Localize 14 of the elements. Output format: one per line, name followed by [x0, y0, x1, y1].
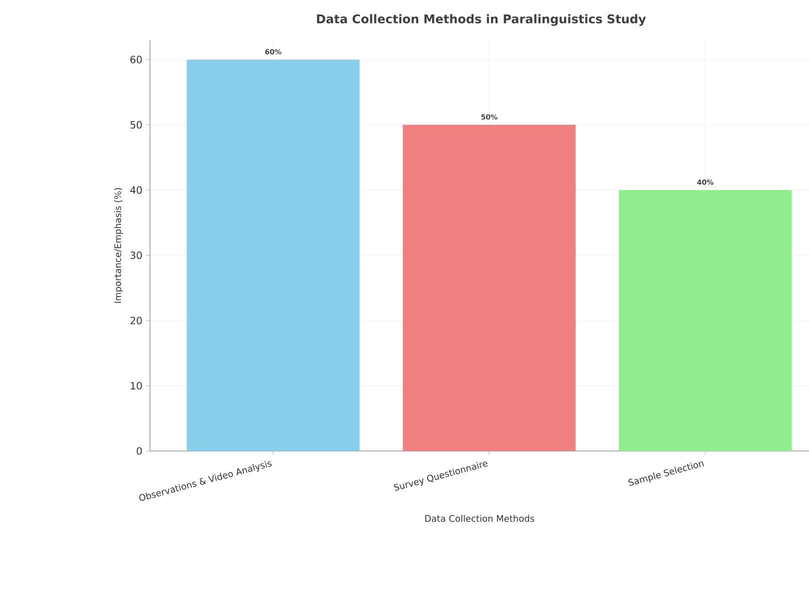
y-tick-label: 60: [130, 56, 142, 64]
bar: [618, 190, 792, 451]
bar: [186, 60, 360, 451]
y-tick-label: 30: [130, 251, 142, 260]
y-tick-label: 0: [136, 447, 142, 455]
y-tick-label: 10: [130, 382, 142, 390]
y-axis-title: Importance/Emphasis (%): [114, 188, 123, 303]
y-tick-label: 50: [130, 121, 142, 129]
x-axis-title: Data Collection Methods: [425, 514, 534, 522]
y-tick-label: 20: [130, 316, 142, 324]
chart-title: Data Collection Methods in Paralinguistics Study: [317, 14, 646, 26]
y-tick-label: 40: [130, 186, 142, 194]
bar: [402, 124, 576, 451]
x-tick-label: Sample Selection: [628, 462, 704, 486]
